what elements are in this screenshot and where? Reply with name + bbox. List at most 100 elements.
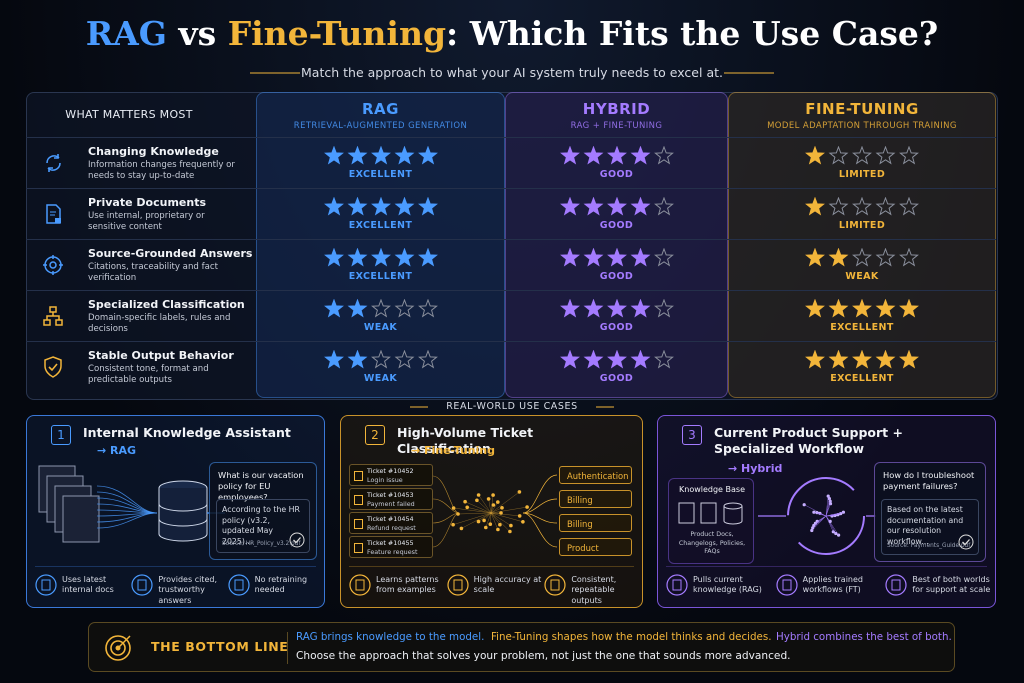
bottom-divider xyxy=(287,632,288,664)
answer-text: According to the HR policy (v3.2, update… xyxy=(222,505,300,546)
feature-text: Applies trained workflows (FT) xyxy=(802,575,863,595)
ticket-text: Payment failed xyxy=(367,500,415,508)
star-filled xyxy=(417,248,438,267)
rating-label: GOOD xyxy=(599,373,634,384)
rating-label: EXCELLENT xyxy=(348,169,413,180)
rating-label: GOOD xyxy=(599,220,634,231)
star-filled xyxy=(323,146,344,165)
star-rating xyxy=(559,299,674,318)
star-empty xyxy=(417,299,438,318)
chat-answer: According to the HR policy (v3.2, update… xyxy=(216,499,310,553)
card-number: 2 xyxy=(365,425,385,445)
feature-text: Uses latest internal docs xyxy=(62,575,114,595)
row-title: Stable Output Behavior xyxy=(88,349,234,362)
star-empty xyxy=(394,350,414,369)
column-name: RAG xyxy=(362,100,399,118)
star-filled xyxy=(417,197,438,216)
star-empty xyxy=(875,146,896,165)
rating-label: WEAK xyxy=(845,271,879,282)
row-title: Source-Grounded Answers xyxy=(88,247,253,260)
star-filled xyxy=(805,146,825,165)
chat-box: How do I troubleshoot payment failures? B… xyxy=(874,462,986,562)
feature-icon xyxy=(776,574,798,596)
star-filled xyxy=(828,299,849,318)
column-subtitle: RETRIEVAL-AUGMENTED GENERATION xyxy=(293,121,468,131)
star-filled xyxy=(630,146,650,165)
star-empty xyxy=(852,197,872,216)
heading-rule xyxy=(410,406,614,408)
rating-label: EXCELLENT xyxy=(830,322,894,333)
rating-label: EXCELLENT xyxy=(830,373,894,384)
star-filled xyxy=(323,248,344,267)
card-divider xyxy=(666,566,987,567)
star-filled xyxy=(394,248,414,267)
star-empty xyxy=(875,197,896,216)
star-filled xyxy=(417,146,438,165)
star-empty xyxy=(875,248,896,267)
ticket-id: Ticket #10455 xyxy=(367,539,414,547)
row-divider xyxy=(26,341,996,342)
star-empty xyxy=(899,248,919,267)
ticket-text: Login issue xyxy=(367,476,403,484)
row-divider xyxy=(26,188,996,189)
star-filled xyxy=(323,197,344,216)
feature-text: High accuracy at scale xyxy=(473,575,542,595)
bottom-line: THE BOTTOM LINE RAG brings knowledge to t… xyxy=(88,622,955,672)
star-empty xyxy=(828,197,849,216)
title-rest: : Which Fits the Use Case? xyxy=(446,14,939,53)
star-filled xyxy=(828,350,849,369)
hybrid-illustration xyxy=(758,477,876,555)
star-filled xyxy=(828,248,849,267)
star-empty xyxy=(899,146,919,165)
star-filled xyxy=(559,197,580,216)
column-subtitle: MODEL ADAPTATION THROUGH TRAINING xyxy=(767,121,957,131)
star-rating xyxy=(559,350,674,369)
rating-label: WEAK xyxy=(363,373,398,384)
star-filled xyxy=(875,350,896,369)
column-subtitle: RAG + FINE-TUNING xyxy=(570,121,663,131)
feature-text: Provides cited, trustworthy answers xyxy=(158,575,217,605)
kb-icons xyxy=(678,502,743,525)
star-filled xyxy=(347,248,367,267)
star-filled xyxy=(606,146,627,165)
target-icon xyxy=(105,635,131,661)
feature-icon xyxy=(885,574,907,596)
star-filled xyxy=(370,146,391,165)
ticket-icon xyxy=(354,471,363,481)
ticket-id: Ticket #10453 xyxy=(367,491,414,499)
use-case-card: 2 High-Volume Ticket Classification → Fine… xyxy=(340,415,643,608)
chat-answer: Based on the latest documentation and ou… xyxy=(881,499,979,555)
title-rag: RAG xyxy=(85,14,167,53)
star-filled xyxy=(899,350,919,369)
feature-icon xyxy=(447,574,469,596)
chat-question: What is our vacation policy for EU emplo… xyxy=(218,470,304,503)
source-text: Source: HR_Policy_v3.2.pdf xyxy=(222,541,301,547)
source-text: Source: Payments_Guide.pdf xyxy=(887,543,971,549)
rating-label: GOOD xyxy=(599,169,634,180)
row-description: Domain-specific labels, rules and decisi… xyxy=(88,313,231,335)
star-filled xyxy=(805,350,825,369)
bottom-rag: RAG brings knowledge to the model. xyxy=(296,631,485,643)
star-filled xyxy=(370,248,391,267)
star-rating xyxy=(805,197,919,216)
star-filled xyxy=(347,299,367,318)
star-filled xyxy=(583,299,603,318)
chat-box: What is our vacation policy for EU emplo… xyxy=(209,462,317,560)
row-divider xyxy=(26,290,996,291)
rating-label: WEAK xyxy=(363,322,398,333)
star-filled xyxy=(630,299,650,318)
ticket-icon xyxy=(354,519,363,529)
rating-label: EXCELLENT xyxy=(348,271,413,282)
row-title: Private Documents xyxy=(88,196,206,209)
ticket: Ticket #10455 Feature request xyxy=(349,536,433,558)
rating-label: LIMITED xyxy=(838,169,886,180)
star-rating xyxy=(323,248,438,267)
class-label: Billing xyxy=(559,514,632,532)
ticket: Ticket #10452 Login issue xyxy=(349,464,433,486)
star-filled xyxy=(347,350,367,369)
card-approach: → Fine-Tuning xyxy=(411,444,496,457)
rating-label: GOOD xyxy=(599,271,634,282)
star-empty xyxy=(852,146,872,165)
row-description: Consistent tone, format and predictable … xyxy=(88,364,209,386)
row-icon xyxy=(43,255,63,275)
